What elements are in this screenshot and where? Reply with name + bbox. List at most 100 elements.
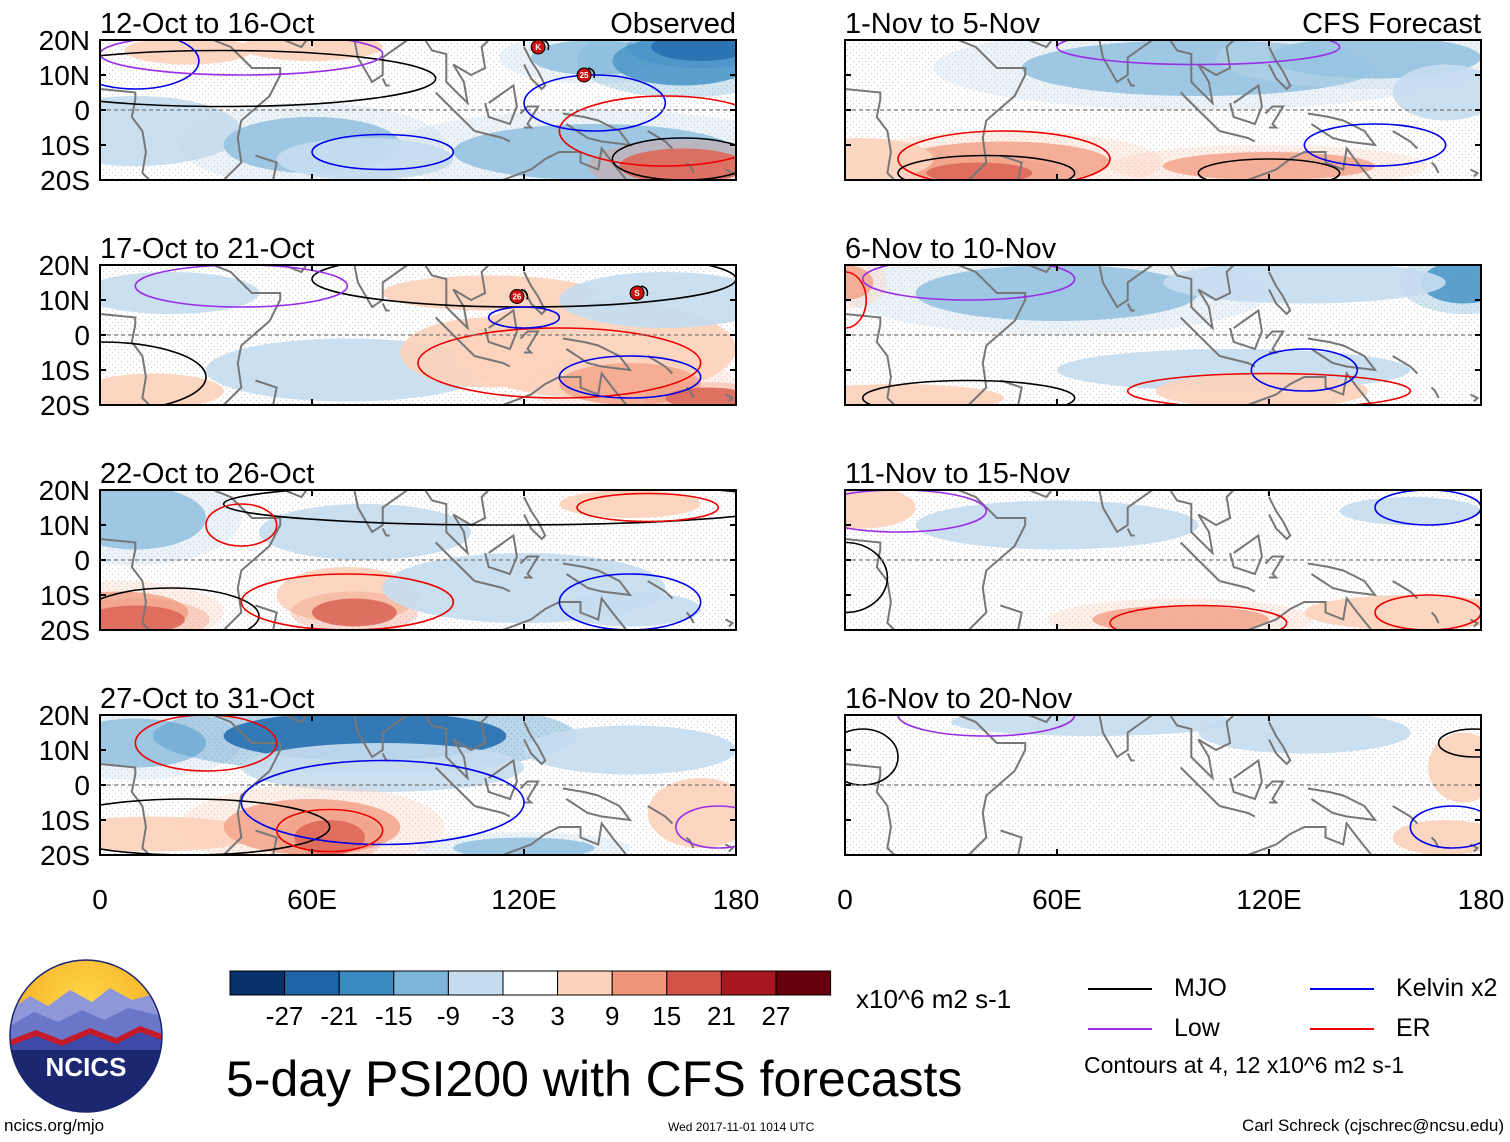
coastline xyxy=(957,40,1027,180)
storm-marker-label: 25 xyxy=(580,71,589,80)
coastline xyxy=(1028,265,1053,274)
panel-date-label: 11-Nov to 15-Nov xyxy=(845,458,1071,490)
coastline xyxy=(1028,40,1053,49)
panel-date-label: 17-Oct to 21-Oct xyxy=(100,233,314,265)
colorbar-swatch xyxy=(775,970,832,996)
coastline xyxy=(255,379,278,405)
anomaly-shading xyxy=(1198,715,1411,754)
legend-kelvin-line xyxy=(1310,987,1374,990)
coastline xyxy=(562,337,633,372)
footer-timestamp: Wed 2017-11-01 1014 UTC xyxy=(668,1120,815,1134)
coastline xyxy=(333,265,408,309)
wave-contour xyxy=(1409,805,1481,849)
coastline xyxy=(212,715,282,855)
wave-contour xyxy=(205,503,278,547)
coastline xyxy=(381,78,390,87)
coastline xyxy=(1307,562,1378,597)
wave-contour xyxy=(558,355,702,399)
page-title: 5-day PSI200 with CFS forecasts xyxy=(226,1051,963,1107)
coastline xyxy=(647,130,674,150)
coastline xyxy=(212,40,282,180)
coastline xyxy=(1126,303,1135,312)
legend-kelvin: Kelvin x2 xyxy=(1310,974,1497,1003)
coastline xyxy=(1000,379,1023,405)
wave-contour xyxy=(845,271,867,329)
coastline xyxy=(1028,490,1053,499)
coastline xyxy=(1028,715,1053,724)
panel: 20N 10N 0 10S 20S 22-Oct to 26-Oct xyxy=(39,458,737,646)
coastline xyxy=(845,538,896,630)
lat-tick-label: 0 xyxy=(74,770,90,801)
panel-field xyxy=(100,40,736,180)
coastline xyxy=(283,40,308,49)
wave-contour xyxy=(134,265,349,308)
coastline xyxy=(255,154,278,180)
colorbar-swatch xyxy=(447,970,504,996)
coastline xyxy=(1219,580,1256,593)
coastline xyxy=(100,313,151,405)
coastline xyxy=(484,758,518,801)
wave-contour xyxy=(100,798,331,855)
coastline xyxy=(1179,91,1221,132)
coastline xyxy=(212,265,282,405)
coastline xyxy=(1247,146,1373,180)
anomaly-shading xyxy=(559,490,701,518)
wave-contour xyxy=(1109,604,1288,630)
coastline xyxy=(519,780,540,804)
panel-date-label: 6-Nov to 10-Nov xyxy=(845,233,1057,265)
lat-tick-label: 20S xyxy=(40,165,90,196)
wave-contour xyxy=(222,490,736,526)
legend-low: Low xyxy=(1088,1014,1220,1043)
coastline xyxy=(484,308,518,351)
coastline xyxy=(502,596,628,630)
lat-tick-label: 20S xyxy=(40,615,90,646)
lon-tick-label: 180 xyxy=(1458,884,1505,915)
wave-contour xyxy=(1197,158,1341,180)
colorbar-tick-label: 3 xyxy=(550,1001,564,1031)
colorbar-tick-label: 9 xyxy=(605,1001,619,1031)
coastline xyxy=(1469,393,1480,403)
lat-tick-label: 0 xyxy=(74,320,90,351)
colorbar-swatch xyxy=(284,970,340,996)
coastline xyxy=(283,490,308,499)
colorbar-tick-label: -15 xyxy=(375,1001,413,1031)
coastline xyxy=(1229,758,1263,801)
anomaly-shading xyxy=(1392,64,1481,121)
colorbar-swatch xyxy=(338,970,395,996)
lat-tick-label: 10S xyxy=(40,130,90,161)
wave-contour xyxy=(1437,728,1481,758)
coastline xyxy=(255,604,278,630)
wave-contour xyxy=(845,541,889,614)
anomaly-shading xyxy=(1092,605,1269,630)
colorbar: -27 -21 -15 -9 -3 3 9 15 21 27 xyxy=(229,970,832,1031)
coastline xyxy=(1430,836,1440,849)
coastline xyxy=(434,766,476,807)
lon-tick-label: 180 xyxy=(713,884,760,915)
coastline xyxy=(484,533,518,576)
coastline xyxy=(845,313,896,405)
coastline xyxy=(1229,83,1263,126)
wave-contour xyxy=(240,573,455,630)
coastline xyxy=(1264,105,1285,129)
storm-marker-disc xyxy=(530,39,546,55)
wave-contour xyxy=(100,49,437,108)
ncics-logo: NCICS xyxy=(10,960,162,1112)
wave-contour xyxy=(1250,348,1359,392)
lon-tick-label: 60E xyxy=(1032,884,1082,915)
legend-mjo: MJO xyxy=(1088,974,1227,1003)
lat-tick-label: 20S xyxy=(40,840,90,871)
anomaly-shading xyxy=(312,598,397,627)
contour-note: Contours at 4, 12 x10^6 m2 s-1 xyxy=(1084,1052,1405,1078)
legend-mjo-line xyxy=(1088,987,1152,990)
coastline xyxy=(1000,829,1023,855)
colorbar-units: x10^6 m2 s-1 xyxy=(856,984,1012,1014)
anomaly-halo xyxy=(382,110,736,180)
wave-contour xyxy=(558,573,702,630)
anomaly-halo xyxy=(179,785,445,855)
wave-contour xyxy=(861,379,1076,405)
panel-field xyxy=(100,265,736,405)
footer-site-link[interactable]: ncics.org/mjo xyxy=(4,1116,105,1135)
panel-date-label: 1-Nov to 5-Nov xyxy=(845,8,1041,40)
anomaly-shading xyxy=(1304,595,1481,630)
